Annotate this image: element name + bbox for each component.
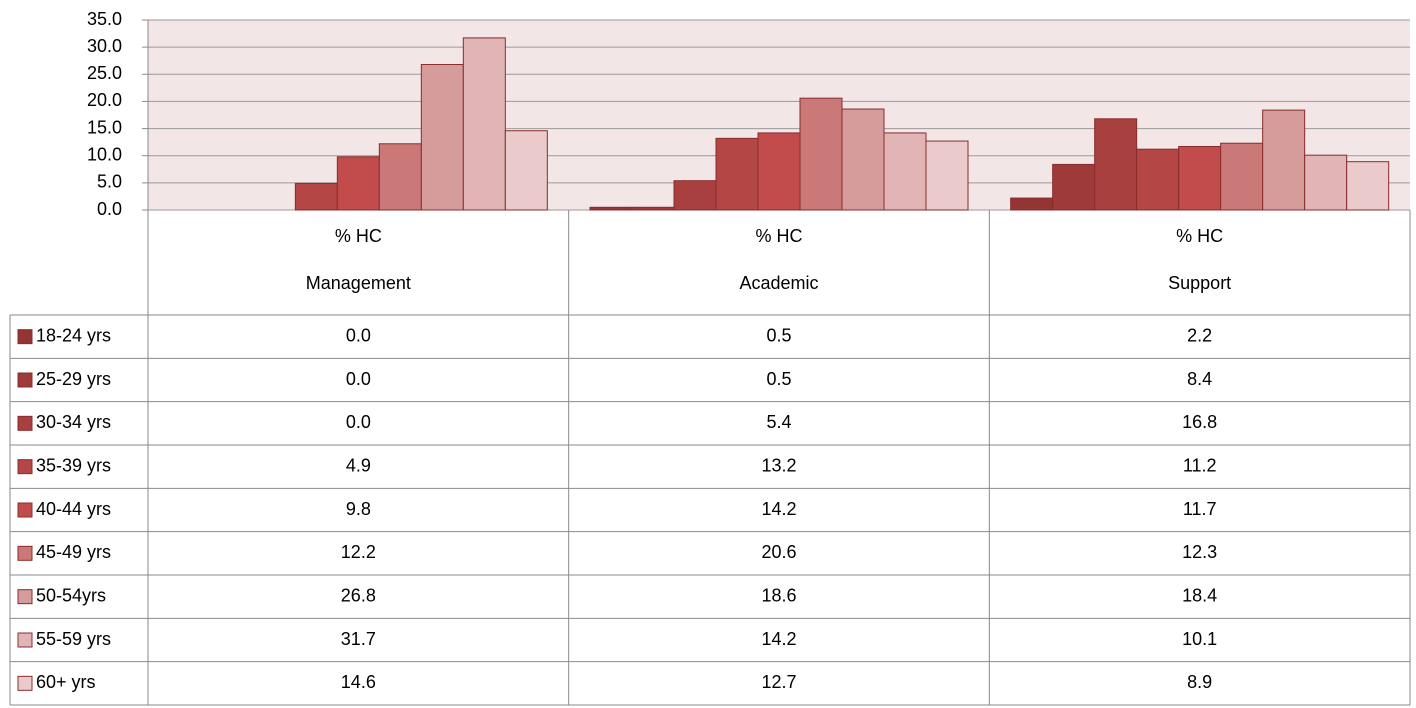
bar <box>925 140 969 211</box>
legend-label: 40-44 yrs <box>36 499 111 519</box>
y-tick-label: 20.0 <box>87 90 122 110</box>
table-cell: 12.3 <box>1182 542 1217 562</box>
table-cell: 11.2 <box>1183 455 1217 475</box>
bar <box>1346 161 1390 211</box>
legend-label: 55-59 yrs <box>36 629 111 649</box>
legend-swatch <box>17 372 33 388</box>
y-tick-label: 5.0 <box>97 172 122 192</box>
bar <box>589 206 633 211</box>
bar <box>336 156 380 211</box>
y-tick-label: 25.0 <box>87 63 122 83</box>
legend-swatch <box>17 675 33 691</box>
bar <box>1178 145 1222 211</box>
legend-swatch <box>17 329 33 345</box>
y-tick-label: 30.0 <box>87 36 122 56</box>
y-tick-label: 0.0 <box>97 199 122 219</box>
table-cell: 0.5 <box>766 369 791 389</box>
category-label: Academic <box>739 273 818 293</box>
bar <box>1052 163 1096 211</box>
table-cell: 0.5 <box>766 325 791 345</box>
legend-swatch <box>17 459 33 475</box>
bar <box>1304 154 1348 211</box>
legend-swatch <box>17 502 33 518</box>
table-cell: 14.2 <box>761 499 796 519</box>
table-cell: 14.2 <box>761 629 796 649</box>
legend-label: 35-39 yrs <box>36 455 111 475</box>
y-tick-label: 35.0 <box>87 9 122 29</box>
table-cell: 12.7 <box>761 672 796 692</box>
legend-label: 30-34 yrs <box>36 412 111 432</box>
table-cell: 26.8 <box>341 585 376 605</box>
bar <box>673 180 717 211</box>
legend-label: 18-24 yrs <box>36 325 111 345</box>
table-cell: 9.8 <box>346 499 371 519</box>
table-cell: 18.6 <box>761 585 796 605</box>
category-group-label: % HC <box>1176 226 1223 246</box>
table-cell: 0.0 <box>346 369 371 389</box>
legend-label: 45-49 yrs <box>36 542 111 562</box>
table-cell: 4.9 <box>346 455 371 475</box>
category-label: Support <box>1168 273 1231 293</box>
table-cell: 8.9 <box>1187 672 1212 692</box>
legend-label: 50-54yrs <box>36 585 106 605</box>
category-group-label: % HC <box>335 226 382 246</box>
table-cell: 18.4 <box>1182 585 1217 605</box>
table-cell: 14.6 <box>341 672 376 692</box>
legend-swatch <box>17 589 33 605</box>
table-cell: 2.2 <box>1187 325 1212 345</box>
bar <box>883 132 927 211</box>
bar <box>420 64 464 211</box>
bar <box>757 132 801 211</box>
bar <box>378 143 422 211</box>
bar <box>1010 197 1054 211</box>
legend-swatch <box>17 415 33 431</box>
category-group-label: % HC <box>755 226 802 246</box>
bar <box>799 97 843 211</box>
table-cell: 0.0 <box>346 412 371 432</box>
legend-label: 60+ yrs <box>36 672 96 692</box>
table-cell: 16.8 <box>1182 412 1217 432</box>
category-label: Management <box>306 273 411 293</box>
bar <box>294 182 338 211</box>
table-cell: 5.4 <box>766 412 791 432</box>
legend-swatch <box>17 545 33 561</box>
table-cell: 11.7 <box>1183 499 1217 519</box>
y-tick-label: 10.0 <box>87 144 122 164</box>
y-tick-label: 15.0 <box>87 117 122 137</box>
table-cell: 10.1 <box>1182 629 1217 649</box>
bar <box>504 130 548 211</box>
bar <box>1220 142 1264 211</box>
table-cell: 0.0 <box>346 325 371 345</box>
table-cell: 12.2 <box>341 542 376 562</box>
table-cell: 31.7 <box>341 629 376 649</box>
table-cell: 8.4 <box>1187 369 1212 389</box>
bar <box>1094 118 1138 211</box>
bar <box>841 108 885 211</box>
table-cell: 20.6 <box>761 542 796 562</box>
legend-swatch <box>17 632 33 648</box>
legend-label: 25-29 yrs <box>36 369 111 389</box>
bar <box>462 37 506 211</box>
bar <box>715 137 759 211</box>
bar <box>631 206 675 211</box>
bar <box>1262 109 1306 211</box>
table-cell: 13.2 <box>761 455 796 475</box>
bar <box>1136 148 1180 211</box>
